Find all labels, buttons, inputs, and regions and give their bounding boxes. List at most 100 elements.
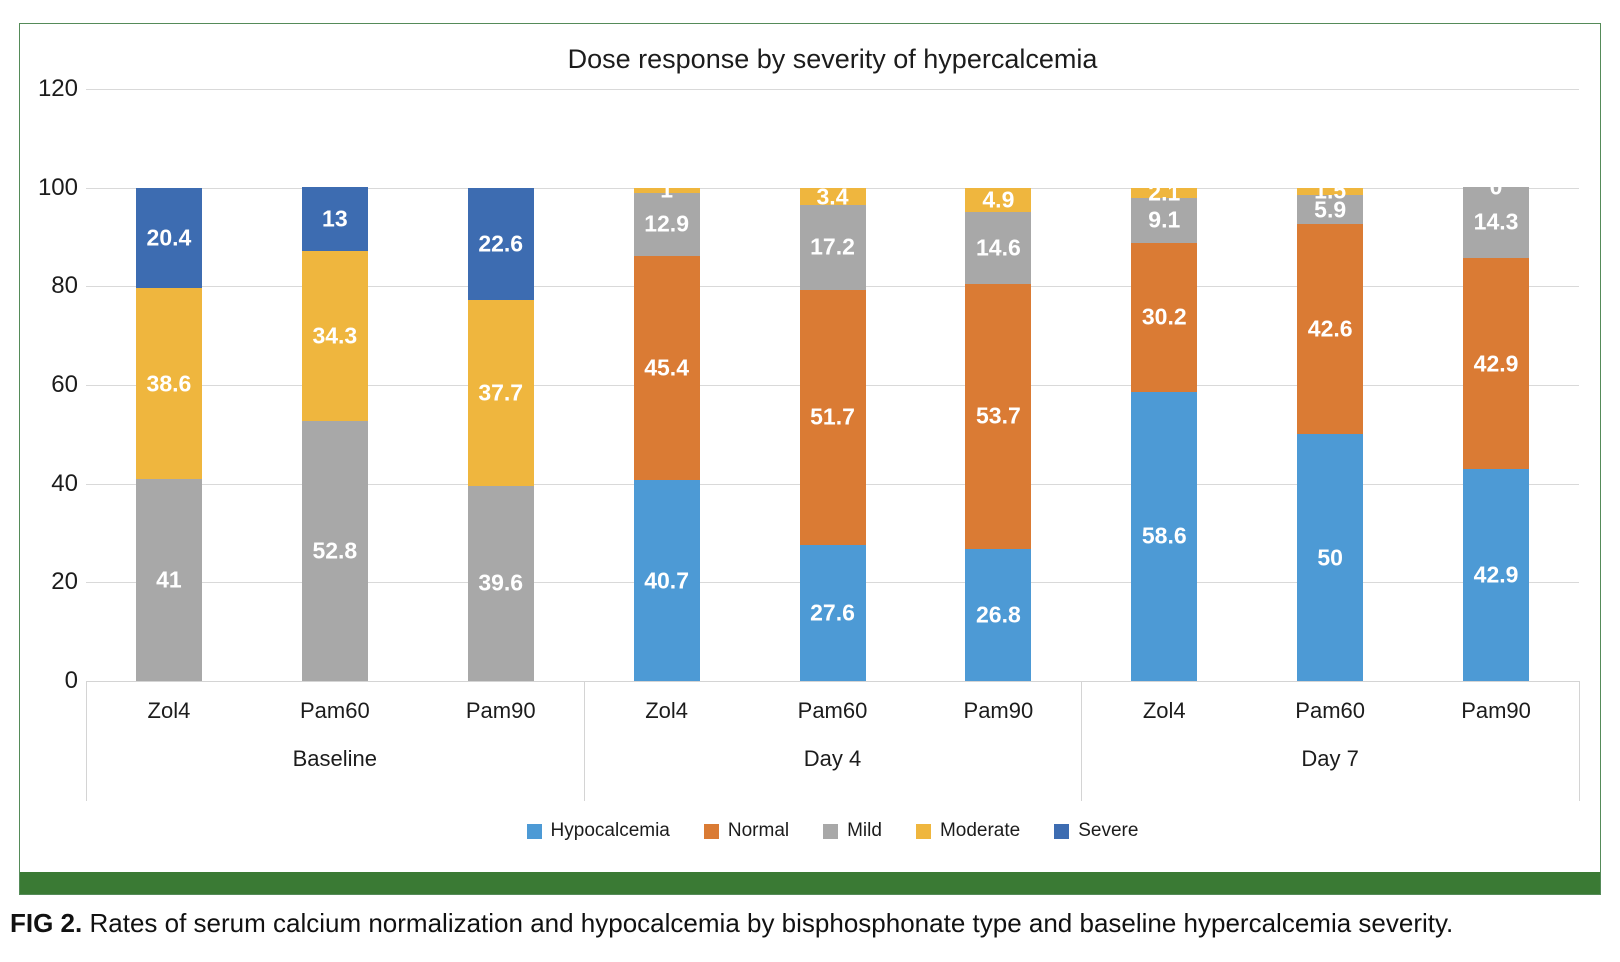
bar-value-label: 52.8 — [312, 537, 358, 564]
bar-segment-hypocalcemia-3 — [633, 480, 700, 681]
bar-segment-mild-5 — [965, 211, 1032, 284]
bar-value-label: 14.3 — [1473, 208, 1519, 235]
bar-value-label: 0 — [1489, 173, 1503, 200]
bar-segment-severe-1 — [301, 187, 368, 252]
bar-value-label: 42.6 — [1307, 315, 1353, 342]
bar-segment-normal-6 — [1131, 242, 1198, 392]
y-tick-label-60: 60 — [51, 371, 78, 398]
bar-value-label: 20.4 — [146, 224, 192, 251]
legend-label: Mild — [847, 820, 882, 841]
bar-value-label: 30.2 — [1141, 303, 1187, 330]
bar-value-label: 27.6 — [810, 599, 855, 626]
legend-label: Severe — [1078, 820, 1139, 841]
y-tick-label-20: 20 — [51, 568, 78, 596]
bar-segment-moderate-3 — [633, 187, 700, 193]
bar-segment-moderate-7 — [1297, 187, 1364, 196]
x-axis-label-area — [86, 681, 1579, 801]
x-tick-label-5: Pam90 — [963, 698, 1034, 723]
bar-segment-hypocalcemia-4 — [799, 544, 866, 681]
x-tick-label-2: Pam90 — [465, 698, 536, 723]
bar-value-label: 51.7 — [810, 403, 855, 430]
legend-item-hypocalcemia: Hypocalcemia — [526, 820, 670, 842]
x-tick-label-0: Zol4 — [147, 698, 191, 723]
bar-value-label: 53.7 — [975, 402, 1021, 429]
x-axis-group-divider — [86, 681, 87, 801]
x-tick-label-1: Pam60 — [299, 698, 370, 723]
bar-segment-hypocalcemia-5 — [965, 548, 1032, 681]
x-group-label-day-7: Day 7 — [1301, 746, 1359, 771]
bar-value-label: 17.2 — [810, 233, 855, 260]
x-axis-line — [86, 681, 1579, 682]
bar-value-label: 14.6 — [975, 234, 1021, 261]
bar-value-label: 38.6 — [146, 370, 192, 397]
chart-title: Dose response by severity of hypercalcem… — [567, 44, 1098, 74]
bar-value-label: 42.9 — [1473, 350, 1519, 377]
bar-segment-mild-6 — [1131, 198, 1198, 243]
figure-caption-label: FIG 2. — [10, 908, 83, 938]
bar-value-label: 22.6 — [478, 230, 524, 257]
bar-segment-normal-4 — [799, 289, 866, 545]
x-tick-label-6: Zol4 — [1142, 698, 1186, 723]
bar-value-label: 40.7 — [644, 567, 689, 594]
bar-value-label: 13 — [322, 205, 348, 232]
legend-swatch-mild — [823, 823, 839, 839]
bar-segment-moderate-5 — [965, 187, 1032, 212]
legend-label: Moderate — [939, 820, 1021, 841]
y-tick-label-80: 80 — [51, 272, 78, 300]
figure-caption-text: Rates of serum calcium normalization and… — [89, 908, 1454, 938]
x-tick-label-7: Pam60 — [1295, 698, 1366, 723]
bar-segment-mild-4 — [799, 204, 866, 290]
figure-caption: FIG 2. Rates of serum calcium normalizat… — [10, 908, 1610, 939]
bar-segment-hypocalcemia-8 — [1463, 469, 1530, 681]
y-tick-label-100: 100 — [37, 173, 78, 201]
bar-segment-normal-7 — [1297, 224, 1364, 435]
bar-segment-mild-1 — [301, 420, 368, 681]
y-tick-label-120: 120 — [37, 75, 78, 102]
x-axis-group-divider — [1579, 681, 1580, 801]
x-tick-label-3: Zol4 — [645, 698, 689, 723]
bar-value-label: 58.6 — [1141, 522, 1187, 549]
bar-segment-severe-2 — [467, 188, 534, 300]
legend-label: Normal — [727, 820, 790, 841]
bar-segment-moderate-6 — [1131, 187, 1198, 199]
x-group-label-day-4: Day 4 — [803, 746, 862, 771]
legend-swatch-normal — [703, 823, 719, 839]
y-tick-label-40: 40 — [51, 469, 78, 497]
legend-swatch-moderate — [915, 823, 931, 839]
legend-label: Hypocalcemia — [550, 820, 670, 841]
bar-value-label: 2.1 — [1148, 179, 1181, 206]
bar-value-label: 50 — [1317, 544, 1343, 571]
bar-segment-moderate-0 — [135, 288, 202, 479]
bar-value-label: 1 — [660, 176, 674, 203]
bar-value-label: 39.6 — [478, 569, 524, 596]
bar-value-label: 26.8 — [975, 601, 1021, 628]
bar-segment-moderate-4 — [799, 188, 866, 205]
bar-value-label: 1.5 — [1314, 177, 1347, 204]
legend-item-severe: Severe — [1054, 820, 1138, 842]
bar-value-label: 34.3 — [312, 322, 358, 349]
gridline-y120 — [86, 89, 1579, 90]
x-axis-group-divider — [583, 681, 585, 801]
bar-segment-moderate-2 — [467, 299, 534, 486]
bar-segment-mild-7 — [1297, 195, 1364, 225]
x-tick-label-8: Pam90 — [1461, 698, 1531, 723]
x-axis-group-divider — [1081, 681, 1083, 801]
bar-segment-mild-0 — [135, 478, 202, 681]
x-tick-label-4: Pam60 — [797, 698, 868, 723]
bar-segment-severe-0 — [135, 187, 202, 289]
legend-item-normal: Normal — [703, 820, 790, 842]
bar-segment-normal-5 — [965, 283, 1032, 549]
figure-footer-band — [20, 872, 1600, 894]
stacked-bar-chart: Dose response by severity of hypercalcem… — [20, 24, 1600, 894]
legend: Hypocalcemia Normal Mild Moderate Severe — [86, 820, 1579, 842]
legend-swatch-severe — [1054, 823, 1070, 839]
bar-segment-mild-8 — [1463, 187, 1530, 258]
legend-item-moderate: Moderate — [915, 820, 1021, 842]
bar-value-label: 42.9 — [1473, 561, 1519, 588]
bar-segment-moderate-1 — [301, 251, 368, 421]
bar-value-label: 12.9 — [644, 210, 689, 237]
bar-value-label: 45.4 — [644, 354, 689, 381]
x-group-label-baseline: Baseline — [292, 746, 378, 771]
bar-segment-mild-2 — [467, 485, 534, 681]
legend-item-mild: Mild — [823, 820, 882, 842]
